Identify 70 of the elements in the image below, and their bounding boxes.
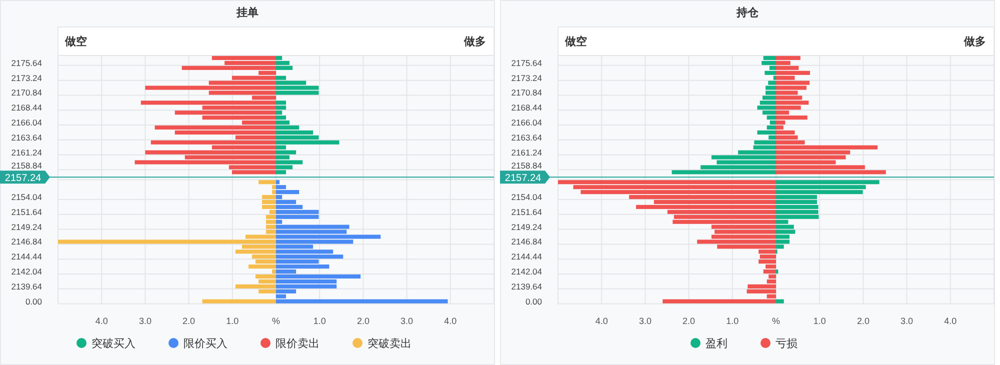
xtick: 4.0	[444, 316, 457, 326]
xtick: 4.0	[944, 316, 957, 326]
ytick: 2151.64	[511, 206, 542, 217]
annotation: 做空	[65, 36, 87, 48]
xtick: 2.0	[856, 316, 870, 326]
ytick: 2154.04	[11, 192, 42, 202]
ytick: 2175.64	[511, 58, 542, 68]
xtick: 1.0	[726, 316, 739, 326]
ytick: 2139.64	[511, 281, 542, 292]
legend-item: 盈利	[690, 338, 728, 350]
title: 挂单	[236, 7, 258, 19]
ytick: 2154.04	[511, 192, 542, 202]
ytick: 2139.64	[11, 281, 42, 292]
annotation: 做空	[565, 36, 587, 48]
ytick: 2163.64	[11, 132, 42, 142]
ytick: 2146.84	[11, 236, 42, 247]
xtick: 4.0	[595, 316, 608, 326]
xtick: 3.0	[638, 316, 652, 326]
xtick: 2.0	[682, 316, 696, 326]
ytick: 2175.64	[11, 58, 42, 68]
ytick: 2157.24	[504, 172, 542, 184]
ytick: 2158.84	[11, 160, 42, 171]
xtick: 2.0	[182, 316, 196, 326]
annotation: 做多	[464, 36, 486, 48]
ytick: 2144.44	[511, 252, 542, 262]
xtick: 1.0	[313, 316, 326, 326]
legend-item: 突破买入	[76, 338, 136, 350]
ytick: 2173.24	[11, 72, 42, 83]
annotation: 做多	[964, 36, 986, 48]
ytick: 2166.04	[11, 118, 42, 128]
legend-label: 限价卖出	[276, 337, 320, 350]
xtick: 3.0	[138, 316, 152, 326]
xtick: 1.0	[226, 316, 239, 326]
xtick: 2.0	[356, 316, 370, 326]
ytick: 2161.24	[11, 147, 42, 158]
xtick: 3.0	[900, 316, 914, 326]
ytick: 2161.24	[511, 147, 542, 158]
ytick: 2168.44	[511, 102, 542, 113]
legend-label: 突破卖出	[368, 337, 412, 350]
ytick: 2146.84	[511, 236, 542, 247]
ytick: 0.00	[525, 296, 542, 306]
legend-label: 盈利	[706, 337, 728, 350]
legend-label: 突破买入	[92, 337, 136, 350]
ytick: 2163.64	[511, 132, 542, 142]
ytick: 2173.24	[511, 72, 542, 83]
ytick: 2158.84	[511, 160, 542, 171]
ytick: 2149.24	[511, 222, 542, 232]
xtick: %	[272, 316, 280, 326]
legend-label: 限价买入	[184, 337, 228, 350]
ytick: 0.00	[25, 296, 42, 306]
ytick: 2168.44	[11, 102, 42, 113]
ytick: 2144.44	[11, 252, 42, 262]
xtick: 4.0	[95, 316, 108, 326]
xtick: 3.0	[400, 316, 414, 326]
xtick: 1.0	[813, 316, 826, 326]
ytick: 2149.24	[11, 222, 42, 232]
legend-item: 突破卖出	[352, 338, 412, 350]
legend-item: 限价卖出	[260, 338, 320, 350]
legend-item: 亏损	[760, 338, 798, 350]
legend-item: 限价买入	[168, 338, 228, 350]
ytick: 2151.64	[11, 206, 42, 217]
legend-label: 亏损	[776, 338, 798, 350]
title: 持仓	[736, 7, 758, 19]
ytick: 2166.04	[511, 118, 542, 128]
ytick: 2142.04	[511, 266, 542, 277]
ytick: 2170.84	[511, 88, 542, 98]
ytick: 2170.84	[11, 88, 42, 98]
ytick: 2157.24	[4, 172, 42, 184]
xtick: %	[772, 316, 780, 326]
ytick: 2142.04	[11, 266, 42, 277]
